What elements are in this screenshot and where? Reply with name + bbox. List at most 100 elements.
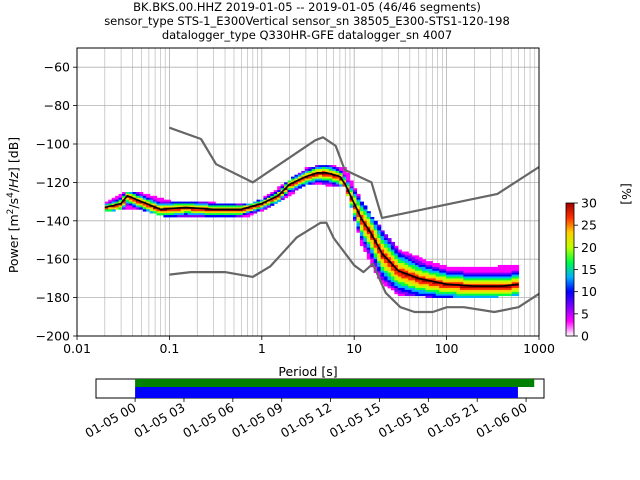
density-cell — [266, 201, 271, 204]
density-cell — [201, 203, 206, 206]
density-cell — [487, 293, 492, 297]
density-cell — [387, 272, 392, 275]
density-cell — [390, 278, 395, 281]
density-cell — [353, 193, 358, 197]
density-cell — [353, 213, 358, 216]
density-cell — [428, 278, 433, 281]
density-cell — [256, 209, 261, 212]
density-cell — [442, 270, 447, 274]
density-cell — [373, 220, 378, 224]
density-cell — [359, 215, 364, 218]
density-cell — [418, 259, 423, 262]
density-cell — [387, 270, 392, 274]
density-cell — [394, 264, 399, 268]
density-cell — [387, 243, 392, 247]
density-cell — [421, 276, 427, 279]
density-cell — [439, 266, 444, 270]
density-cell — [149, 203, 154, 206]
density-cell — [504, 272, 509, 275]
density-cell — [284, 195, 289, 199]
density-cell — [390, 259, 395, 262]
density-cell — [246, 213, 251, 216]
density-cell — [308, 168, 313, 172]
density-cell — [459, 278, 464, 281]
density-cell — [294, 178, 299, 181]
density-cell — [177, 211, 182, 214]
density-cell — [384, 272, 389, 275]
density-cell — [222, 213, 227, 216]
density-cell — [356, 207, 361, 210]
density-cell — [349, 205, 354, 208]
density-cell — [390, 266, 395, 270]
density-cell — [363, 209, 368, 212]
density-cell — [401, 253, 406, 256]
density-cell — [435, 295, 440, 298]
density-cell — [435, 272, 440, 275]
density-cell — [480, 274, 485, 277]
density-cell — [359, 205, 364, 208]
density-cell — [456, 266, 461, 270]
density-cell — [170, 205, 175, 208]
density-cell — [342, 170, 347, 174]
density-cell — [439, 295, 444, 298]
density-cell — [477, 286, 482, 289]
density-cell — [456, 295, 461, 298]
density-cell — [487, 289, 492, 293]
density-cell — [449, 288, 454, 291]
density-cell — [363, 234, 368, 237]
density-cell — [146, 201, 151, 204]
density-cell — [346, 186, 351, 189]
density-cell — [435, 274, 440, 277]
density-cell — [508, 288, 513, 291]
density-cell — [408, 255, 413, 258]
density-cell — [508, 282, 513, 285]
density-cell — [511, 268, 516, 272]
density-cell — [456, 272, 461, 275]
density-cell — [287, 186, 292, 189]
density-cell — [397, 255, 402, 258]
density-cell — [432, 266, 437, 270]
density-cell — [449, 272, 454, 275]
density-cell — [277, 186, 282, 189]
density-cell — [397, 284, 402, 287]
density-cell — [315, 168, 320, 172]
density-cell — [325, 184, 330, 187]
density-cell — [297, 182, 302, 185]
density-cell — [349, 188, 354, 191]
title-line-2: sensor_type STS-1_E300Vertical sensor_sn… — [104, 14, 510, 28]
density-cell — [463, 282, 468, 285]
density-cell — [435, 288, 440, 291]
density-cell — [497, 288, 502, 291]
density-cell — [363, 232, 368, 235]
density-cell — [401, 284, 406, 287]
density-cell — [304, 180, 309, 183]
density-cell — [508, 274, 513, 277]
density-cell — [359, 226, 364, 229]
density-cell — [446, 282, 451, 285]
density-cell — [170, 215, 175, 218]
density-cell — [222, 211, 227, 214]
density-cell — [418, 276, 423, 279]
density-cell — [356, 228, 361, 231]
density-cell — [501, 293, 506, 297]
density-cell — [390, 257, 395, 260]
density-cell — [453, 295, 458, 298]
density-cell — [149, 211, 154, 214]
density-cell — [208, 205, 213, 208]
density-cell — [511, 280, 516, 283]
density-cell — [225, 213, 230, 216]
density-cell — [335, 168, 340, 172]
density-cell — [301, 178, 306, 181]
density-cell — [384, 243, 389, 247]
density-cell — [421, 291, 427, 295]
density-cell — [418, 288, 423, 291]
density-cell — [408, 291, 413, 295]
density-cell — [353, 215, 358, 218]
density-cell — [435, 286, 440, 289]
density-cell — [501, 278, 506, 281]
density-cell — [356, 195, 361, 199]
density-cell — [280, 193, 285, 197]
density-cell — [156, 213, 161, 216]
density-cell — [418, 293, 423, 297]
density-cell — [415, 293, 420, 297]
